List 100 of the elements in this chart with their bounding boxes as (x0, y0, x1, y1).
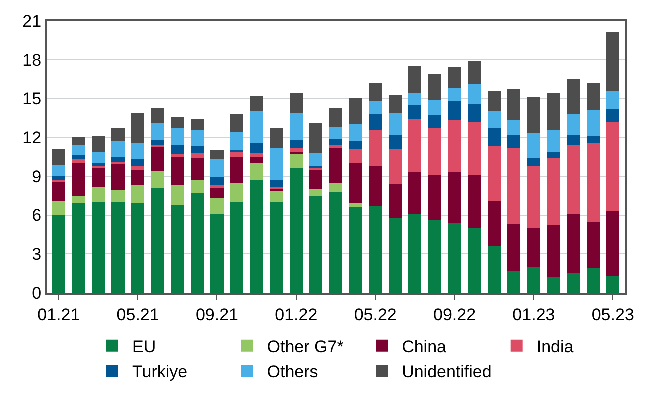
bar (190, 153, 204, 158)
bar (488, 112, 501, 128)
bar (52, 182, 66, 202)
bar (388, 94, 402, 113)
bar (132, 170, 145, 186)
bar (547, 152, 560, 158)
bar (428, 74, 442, 100)
bar (290, 140, 303, 148)
bar (132, 142, 145, 160)
bar (190, 193, 204, 293)
bar (488, 246, 501, 293)
bar (586, 222, 600, 268)
bar (310, 196, 323, 293)
bar (527, 228, 540, 268)
bar (468, 61, 482, 84)
bar (210, 186, 224, 188)
bar (527, 134, 540, 158)
bar (488, 90, 501, 112)
bar (151, 140, 164, 146)
y-tick-label: 18 (22, 50, 42, 70)
bar (349, 163, 362, 204)
bar (72, 196, 86, 204)
bar (329, 127, 343, 139)
bar (586, 142, 600, 222)
bar (52, 149, 66, 165)
legend-label: India (536, 338, 574, 357)
x-tick-label: 05.22 (354, 305, 397, 324)
bar (329, 145, 343, 148)
bar (250, 112, 264, 143)
bar (92, 136, 105, 152)
legend-label: Turkiye (132, 362, 188, 382)
bar (349, 141, 362, 150)
bar (606, 276, 620, 293)
bar (310, 189, 323, 196)
bar (527, 166, 540, 228)
bar (586, 268, 600, 293)
bar (488, 201, 501, 246)
bar (408, 66, 422, 94)
bar (508, 224, 521, 271)
bar (132, 112, 145, 143)
bar (488, 146, 501, 202)
bar (329, 148, 343, 183)
bar (132, 160, 145, 166)
bar (448, 223, 462, 293)
bar (190, 119, 204, 130)
bar (270, 148, 284, 180)
bar (567, 214, 580, 274)
bar (270, 180, 284, 187)
bar (448, 120, 462, 173)
x-tick-label: 01.21 (38, 305, 80, 324)
bar (151, 123, 164, 140)
bar (290, 154, 303, 169)
x-tick-label: 09.22 (433, 305, 476, 324)
bar (488, 128, 501, 147)
legend-label: EU (132, 338, 156, 357)
bar (151, 188, 164, 293)
bar (171, 204, 184, 293)
bar (388, 112, 402, 135)
bar (230, 114, 244, 132)
bar (428, 100, 442, 116)
bar (171, 128, 184, 146)
bar (132, 204, 145, 293)
bar (329, 108, 343, 128)
bar (428, 175, 442, 220)
bar (329, 138, 343, 146)
x-tick-label: 01.22 (275, 305, 318, 324)
bar (112, 202, 125, 293)
bar (92, 152, 105, 164)
x-tick-label: 01.23 (512, 305, 556, 324)
bar (567, 114, 580, 135)
bar (369, 166, 382, 206)
bar (310, 170, 323, 190)
bar (92, 167, 105, 187)
bar (408, 172, 422, 214)
bar (567, 145, 580, 214)
legend-label: Others (267, 362, 318, 382)
y-tick-label: 21 (22, 12, 42, 31)
bar (428, 116, 442, 128)
bar (151, 146, 164, 172)
bar (72, 163, 86, 196)
bar (349, 208, 362, 293)
bar (547, 94, 560, 130)
bar (567, 274, 580, 293)
bar (468, 175, 482, 228)
bar (468, 228, 482, 293)
bar (290, 112, 303, 140)
bar (190, 158, 204, 180)
bar (388, 218, 402, 293)
bar (190, 146, 204, 154)
bar (190, 180, 204, 194)
bar (171, 157, 184, 186)
bar (290, 168, 303, 293)
legend-label: Other G7* (267, 338, 344, 357)
bar (606, 122, 620, 212)
bar (190, 130, 204, 147)
x-tick-label: 05.21 (116, 305, 160, 324)
bar (270, 202, 284, 293)
bar (606, 109, 620, 122)
bar (547, 277, 560, 293)
bar (210, 198, 224, 214)
